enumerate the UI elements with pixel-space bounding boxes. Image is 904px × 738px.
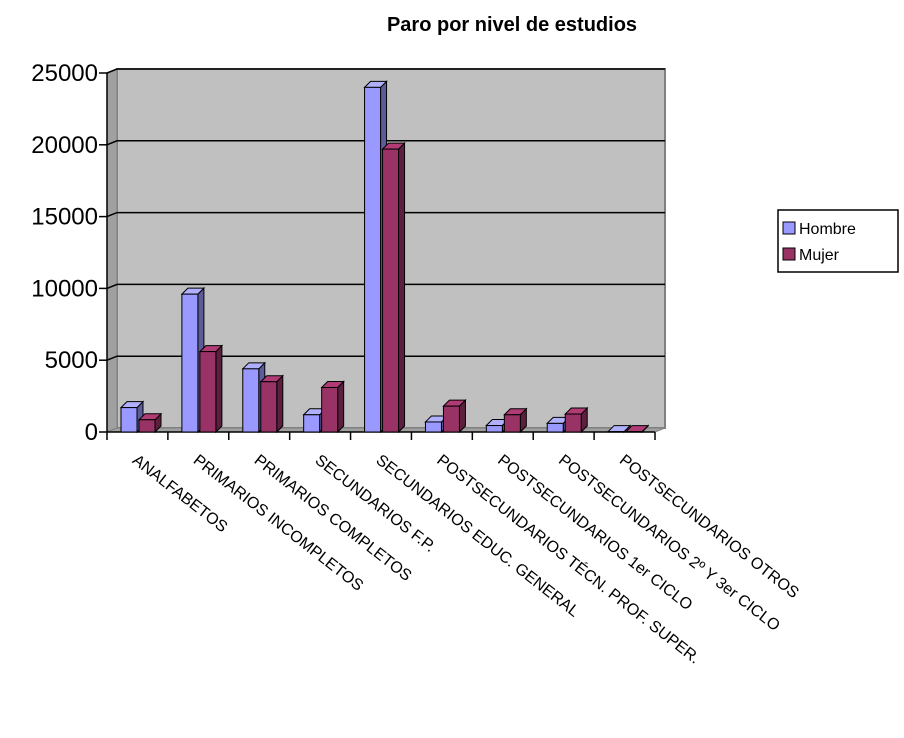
gridline	[106, 211, 665, 218]
y-tick-label: 0	[85, 419, 98, 446]
bar-mujer	[320, 380, 345, 434]
y-tick-label: 5000	[45, 347, 98, 374]
bar-front-face	[138, 419, 156, 433]
bar-front-face	[242, 368, 260, 433]
bar-side-face	[215, 344, 223, 434]
bar-mujer	[381, 141, 406, 434]
y-tick-label: 20000	[31, 132, 98, 159]
gridline	[106, 283, 665, 290]
bar-front-face	[199, 351, 217, 433]
bar-front-face	[442, 405, 460, 433]
bar-front-face	[503, 414, 521, 433]
y-tick-label: 10000	[31, 275, 98, 302]
bar-mujer	[564, 406, 589, 434]
legend-swatch-hombre	[782, 221, 796, 235]
bar-front-face	[564, 413, 582, 433]
gridline	[106, 68, 665, 74]
bar-front-face	[120, 407, 138, 433]
bar-front-face	[625, 431, 643, 433]
bar-mujer	[624, 424, 650, 434]
x-tick-label: POSTSECUNDARIOS 2º Y 3er CICLO	[555, 452, 783, 635]
bar-side-face	[337, 380, 345, 434]
legend-box	[777, 209, 899, 273]
bar-mujer	[259, 374, 284, 434]
bar-mujer	[503, 407, 528, 434]
bar-front-face	[321, 386, 339, 433]
gridline	[106, 355, 665, 361]
bar-front-face	[382, 148, 400, 433]
legend-swatch-mujer	[782, 247, 796, 261]
bar-front-face	[303, 414, 321, 433]
bar-mujer	[137, 412, 163, 434]
bar-hombre	[606, 424, 632, 434]
bar-front-face	[364, 86, 382, 433]
chart-title: Paro por nivel de estudios	[387, 14, 637, 36]
bar-front-face	[607, 431, 625, 433]
bar-mujer	[198, 344, 224, 434]
legend: Hombre Mujer	[777, 209, 899, 273]
bar-front-face	[181, 293, 199, 433]
legend-label-mujer: Mujer	[799, 247, 840, 264]
y-tick-label: 15000	[31, 204, 98, 231]
plot-side-wall	[106, 68, 118, 433]
plot-area: 0500010000150002000025000ANALFABETOSPRIM…	[31, 60, 801, 667]
bar-front-face	[546, 422, 564, 433]
y-tick-label: 25000	[31, 60, 98, 87]
bar-side-face	[398, 141, 406, 434]
bar-front-face	[260, 381, 278, 433]
bar-front-face	[424, 421, 442, 433]
bar-mujer	[442, 398, 467, 434]
gridline	[106, 140, 665, 146]
legend-label-hombre: Hombre	[799, 221, 856, 238]
bar-front-face	[485, 425, 503, 433]
bar-side-face	[276, 374, 284, 434]
